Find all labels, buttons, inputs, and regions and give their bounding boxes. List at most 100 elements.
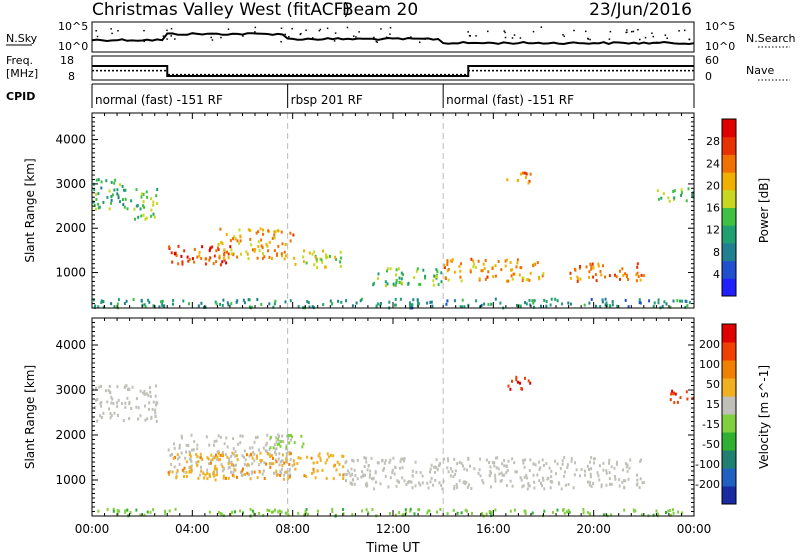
echo-cell: [648, 299, 651, 303]
echo-cell: [462, 464, 464, 468]
echo-cell: [110, 401, 113, 405]
echo-cell: [376, 461, 379, 465]
echo-cell: [289, 452, 292, 456]
echo-cell: [275, 452, 278, 456]
echo-cell: [180, 254, 183, 258]
echo-cell: [279, 444, 282, 448]
echo-cell: [219, 453, 222, 457]
echo-cell: [354, 474, 357, 477]
echo-cell: [274, 458, 277, 462]
echo-cell: [171, 470, 174, 474]
echo-cell: [221, 451, 224, 455]
echo-cell: [284, 243, 287, 246]
echo-cell: [232, 437, 235, 441]
nsky-dot: [166, 38, 168, 40]
echo-cell: [461, 298, 464, 302]
echo-cell: [366, 468, 369, 472]
echo-cell: [136, 204, 139, 208]
echo-cell: [228, 459, 231, 462]
echo-cell: [269, 446, 272, 450]
echo-cell: [371, 508, 374, 512]
echo-cell: [229, 239, 232, 243]
echo-cell: [155, 403, 157, 407]
echo-cell: [338, 473, 341, 477]
echo-cell: [230, 252, 233, 256]
echo-cell: [312, 470, 315, 474]
echo-cell: [216, 450, 219, 454]
nsky-dot: [305, 29, 307, 31]
echo-cell: [597, 264, 600, 268]
echo-cell: [497, 467, 500, 471]
echo-cell: [210, 453, 213, 457]
echo-cell: [209, 459, 212, 463]
echo-cell: [402, 273, 405, 277]
echo-cell: [668, 199, 671, 203]
echo-cell: [460, 262, 462, 266]
echo-cell: [411, 486, 414, 490]
echo-cell: [501, 462, 504, 466]
echo-cell: [494, 473, 497, 477]
echo-cell: [117, 414, 119, 417]
echo-cell: [541, 458, 544, 462]
nsky-dot: [319, 28, 322, 31]
echo-cell: [125, 299, 128, 303]
echo-cell: [361, 470, 364, 474]
echo-cell: [187, 259, 190, 263]
echo-cell: [409, 301, 411, 305]
echo-cell: [100, 400, 103, 404]
echo-cell: [534, 463, 537, 467]
echo-cell: [185, 443, 188, 447]
echo-cell: [203, 305, 206, 309]
echo-cell: [258, 448, 260, 452]
echo-cell: [234, 510, 236, 514]
echo-cell: [365, 460, 368, 464]
echo-cell: [282, 440, 285, 443]
echo-cell: [275, 447, 278, 451]
echo-cell: [232, 452, 235, 456]
echo-cell: [540, 481, 542, 485]
echo-cell: [412, 298, 415, 302]
echo-cell: [665, 302, 668, 306]
nsearch-tick-top: 10^5: [705, 20, 735, 33]
echo-cell: [225, 233, 228, 236]
nsky-dot: [210, 36, 212, 39]
echo-cell: [686, 304, 689, 308]
echo-cell: [263, 477, 266, 480]
echo-cell: [515, 375, 518, 379]
echo-cell: [280, 440, 283, 444]
echo-cell: [440, 271, 443, 275]
echo-cell: [212, 471, 215, 475]
echo-cell: [460, 279, 463, 283]
echo-cell: [355, 301, 358, 305]
echo-cell: [509, 479, 512, 483]
echo-cell: [102, 200, 105, 204]
echo-cell: [110, 395, 113, 399]
colorbar-swatch: [722, 154, 736, 173]
echo-cell: [372, 283, 375, 287]
echo-cell: [200, 301, 203, 305]
echo-cell: [232, 474, 235, 478]
echo-cell: [261, 256, 264, 260]
echo-cell: [393, 472, 396, 476]
echo-cell: [655, 509, 658, 513]
echo-cell: [677, 510, 680, 514]
echo-cell: [150, 208, 153, 212]
nsky-dot: [587, 38, 590, 40]
echo-cell: [109, 416, 112, 420]
echo-cell: [305, 508, 308, 511]
echo-cell: [268, 240, 271, 244]
colorbar-frame: [721, 118, 737, 297]
echo-cell: [468, 483, 471, 487]
echo-cell: [201, 457, 203, 461]
echo-cell: [176, 469, 179, 473]
echo-cell: [477, 259, 480, 263]
echo-cell: [411, 474, 414, 478]
echo-cell: [273, 233, 276, 237]
echo-cell: [362, 473, 365, 477]
echo-cell: [191, 448, 194, 452]
echo-cell: [534, 262, 537, 266]
echo-cell: [183, 475, 185, 478]
echo-cell: [255, 231, 258, 235]
nsky-dot: [513, 34, 516, 36]
nsky-dot: [299, 33, 302, 36]
